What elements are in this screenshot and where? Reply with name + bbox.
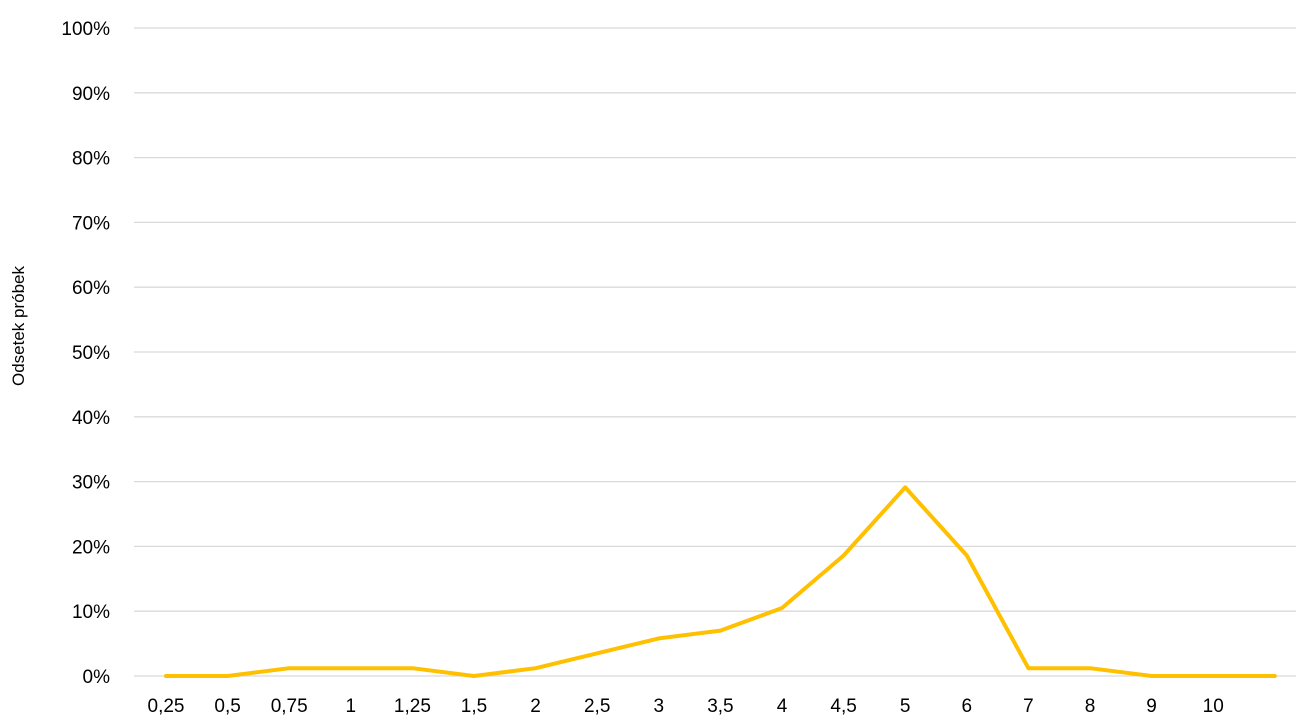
x-axis-tick-labels: 0,25 0,5 0,75 1 1,25 1,5 2 2,5 3 3,5 4 4,5 5 6 7 8 9 10 [148, 696, 1224, 717]
x-tick-label: 9 [1146, 696, 1157, 717]
y-tick-label: 20% [72, 537, 110, 558]
x-tick-label: 1,25 [394, 696, 431, 717]
x-tick-label: 10 [1203, 696, 1224, 717]
x-tick-label: 0,25 [148, 696, 185, 717]
series-group [164, 485, 1277, 678]
y-axis-tick-labels: 0% 10% 20% 30% 40% 50% 60% 70% 80% 90% 100% [61, 19, 110, 688]
y-tick-label: 40% [72, 408, 110, 429]
y-tick-label: 70% [72, 213, 110, 234]
x-tick-label: 3,5 [707, 696, 733, 717]
y-tick-label: 80% [72, 149, 110, 170]
y-tick-label: 30% [72, 473, 110, 494]
x-tick-label: 3 [654, 696, 665, 717]
y-tick-label: 50% [72, 343, 110, 364]
y-tick-label: 100% [61, 19, 110, 40]
y-tick-label: 10% [72, 602, 110, 623]
x-tick-label: 2,5 [584, 696, 610, 717]
y-tick-label: 60% [72, 278, 110, 299]
x-tick-label: 1,5 [461, 696, 487, 717]
y-tick-label: 90% [72, 84, 110, 105]
x-tick-label: 2 [530, 696, 541, 717]
x-tick-label: 7 [1023, 696, 1034, 717]
y-axis-label: Odsetek próbek [9, 265, 28, 386]
y-tick-label: 0% [83, 667, 111, 688]
series-line [164, 485, 1277, 678]
x-tick-label: 5 [900, 696, 911, 717]
x-tick-label: 6 [962, 696, 973, 717]
x-tick-label: 4 [777, 696, 788, 717]
x-tick-label: 0,5 [214, 696, 240, 717]
x-tick-label: 1 [346, 696, 357, 717]
x-tick-label: 0,75 [271, 696, 308, 717]
gridlines [134, 27, 1296, 677]
x-tick-label: 8 [1085, 696, 1096, 717]
x-tick-label: 4,5 [830, 696, 856, 717]
